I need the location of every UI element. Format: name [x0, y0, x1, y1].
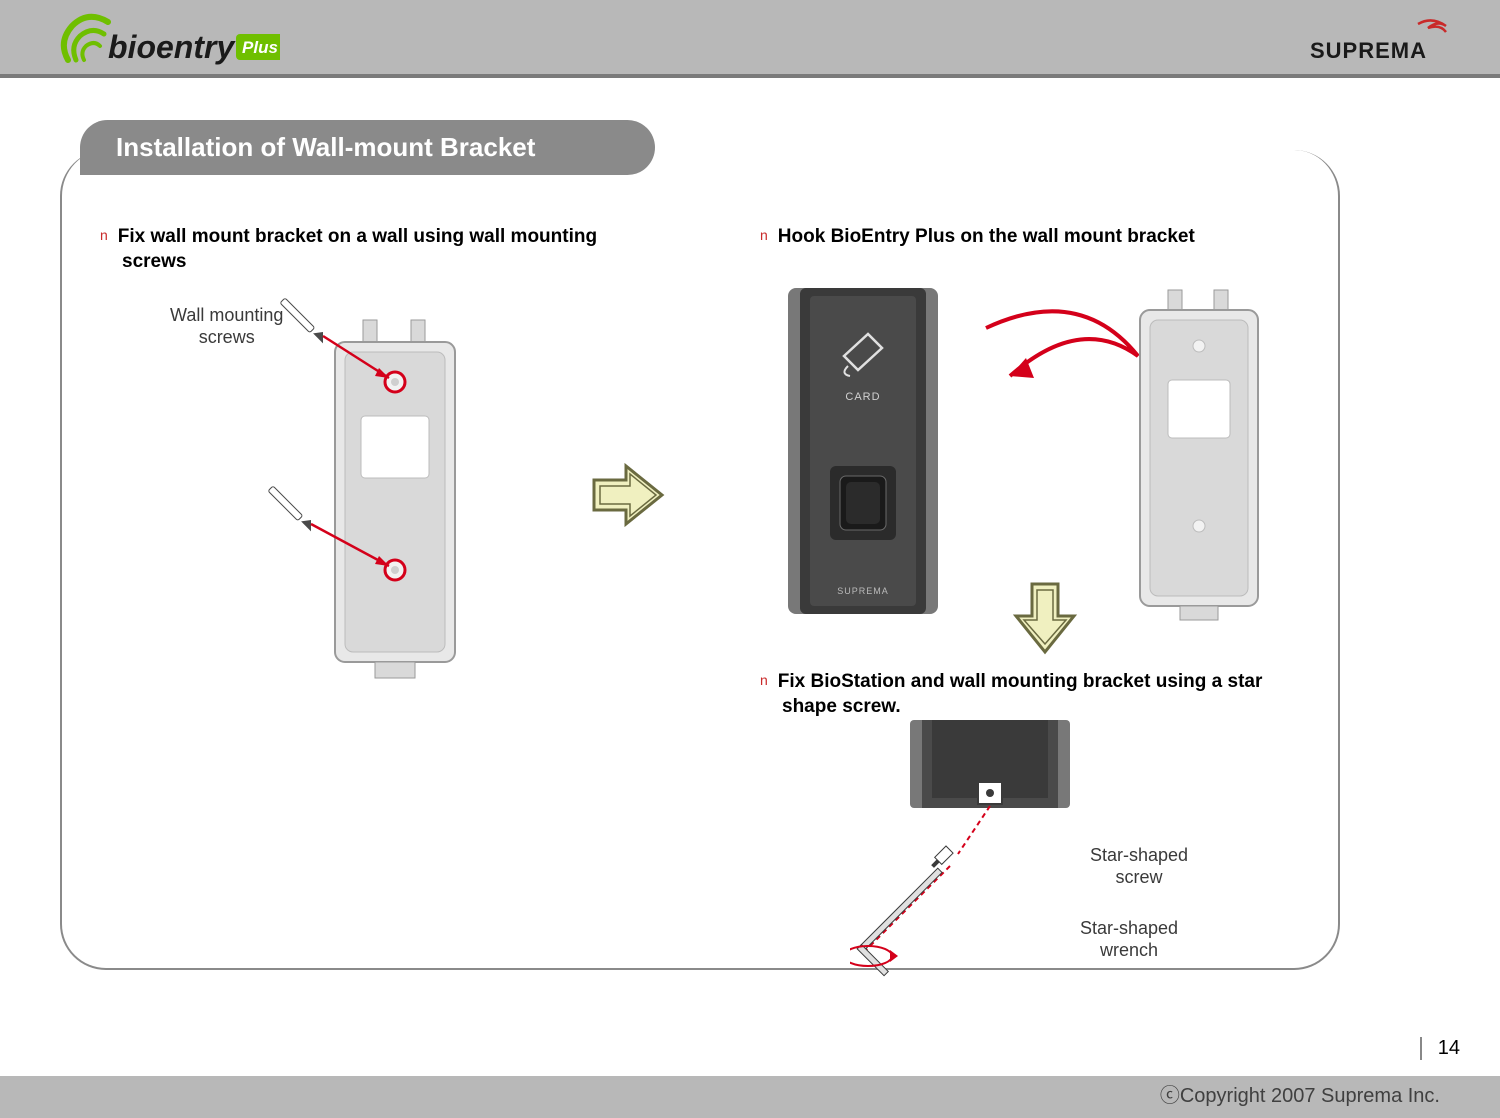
header-bar: bioentry Plus SUPREMA [0, 0, 1500, 78]
step-1-text: nFix wall mount bracket on a wall using … [100, 225, 670, 274]
arrow-down-icon [1010, 580, 1080, 665]
svg-text:SUPREMA: SUPREMA [837, 586, 889, 596]
callout-wall-screws: Wall mounting screws [170, 305, 283, 348]
step-1: nFix wall mount bracket on a wall using … [100, 225, 670, 274]
step-3: nFix BioStation and wall mounting bracke… [760, 670, 1320, 719]
callout-star-screw: Star-shaped screw [1090, 845, 1188, 888]
brand-logo-left: bioentry Plus [50, 12, 280, 75]
bullet-icon: n [760, 227, 768, 243]
diagram-step3 [850, 720, 1310, 1005]
brand-logo-right: SUPREMA [1310, 18, 1460, 69]
svg-text:CARD: CARD [845, 391, 880, 403]
signal-icon [64, 17, 108, 60]
step-2: nHook BioEntry Plus on the wall mount br… [760, 225, 1300, 250]
bullet-icon: n [100, 227, 108, 243]
device-bottom-icon [910, 720, 1070, 808]
callout-star-wrench: Star-shaped wrench [1080, 918, 1178, 961]
wrench-icon [857, 868, 942, 975]
bullet-icon: n [760, 672, 768, 688]
bracket-icon [335, 320, 455, 678]
copyright-text: ⓒCopyright 2007 Suprema Inc. [1160, 1079, 1440, 1108]
bracket-icon [1140, 290, 1258, 620]
curved-arrow-icon [986, 311, 1138, 376]
step-2-text: nHook BioEntry Plus on the wall mount br… [760, 225, 1300, 250]
logo-badge: Plus [242, 38, 278, 57]
diagram-step1 [145, 290, 565, 715]
page-number: 14 [1420, 1037, 1460, 1060]
arrow-right-icon [590, 460, 670, 535]
section-title-wrap: Installation of Wall-mount Bracket [80, 120, 655, 175]
step-3-text: nFix BioStation and wall mounting bracke… [760, 670, 1320, 719]
section-title: Installation of Wall-mount Bracket [80, 120, 655, 175]
suprema-text: SUPREMA [1310, 38, 1427, 63]
bioentry-device-icon: CARD SUPREMA [788, 288, 938, 614]
logo-text: bioentry [108, 29, 236, 65]
